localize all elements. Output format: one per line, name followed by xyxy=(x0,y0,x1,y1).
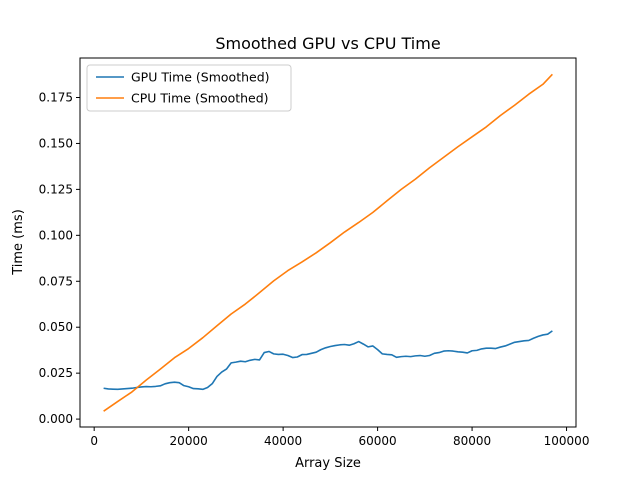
y-tick-label: 0.000 xyxy=(39,412,73,426)
x-tick-label: 40000 xyxy=(264,434,302,448)
x-axis: 0 20000 40000 60000 80000 100000 xyxy=(90,427,589,448)
y-tick-label: 0.100 xyxy=(39,228,73,242)
x-axis-label: Array Size xyxy=(295,456,361,471)
series-line-gpu-time-smoothed xyxy=(103,330,553,391)
series-line-cpu-time-smoothed xyxy=(103,73,553,412)
x-tick-label: 60000 xyxy=(359,434,397,448)
y-tick-label: 0.125 xyxy=(39,182,73,196)
y-tick-label: 0.050 xyxy=(39,320,73,334)
legend-box xyxy=(86,64,292,112)
y-tick-label: 0.025 xyxy=(39,366,73,380)
y-tick-label: 0.175 xyxy=(39,91,73,105)
plot-frame xyxy=(79,57,577,428)
x-tick-label: 100000 xyxy=(544,434,590,448)
y-axis-label: Time (ms) xyxy=(11,209,26,276)
x-tick-label: 0 xyxy=(90,434,98,448)
y-axis: 0.000 0.025 0.050 0.075 0.100 0.125 0.150 0.175 xyxy=(39,91,80,426)
x-tick-label: 20000 xyxy=(170,434,208,448)
legend-label: CPU Time (Smoothed) xyxy=(131,91,269,106)
chart-title: Smoothed GPU vs CPU Time xyxy=(215,34,440,53)
y-tick-label: 0.150 xyxy=(39,136,73,150)
legend-label: GPU Time (Smoothed) xyxy=(131,70,270,85)
y-tick-label: 0.075 xyxy=(39,274,73,288)
series-layer xyxy=(103,73,553,412)
x-tick-label: 80000 xyxy=(453,434,491,448)
legend: GPU Time (Smoothed) CPU Time (Smoothed) xyxy=(86,64,292,112)
